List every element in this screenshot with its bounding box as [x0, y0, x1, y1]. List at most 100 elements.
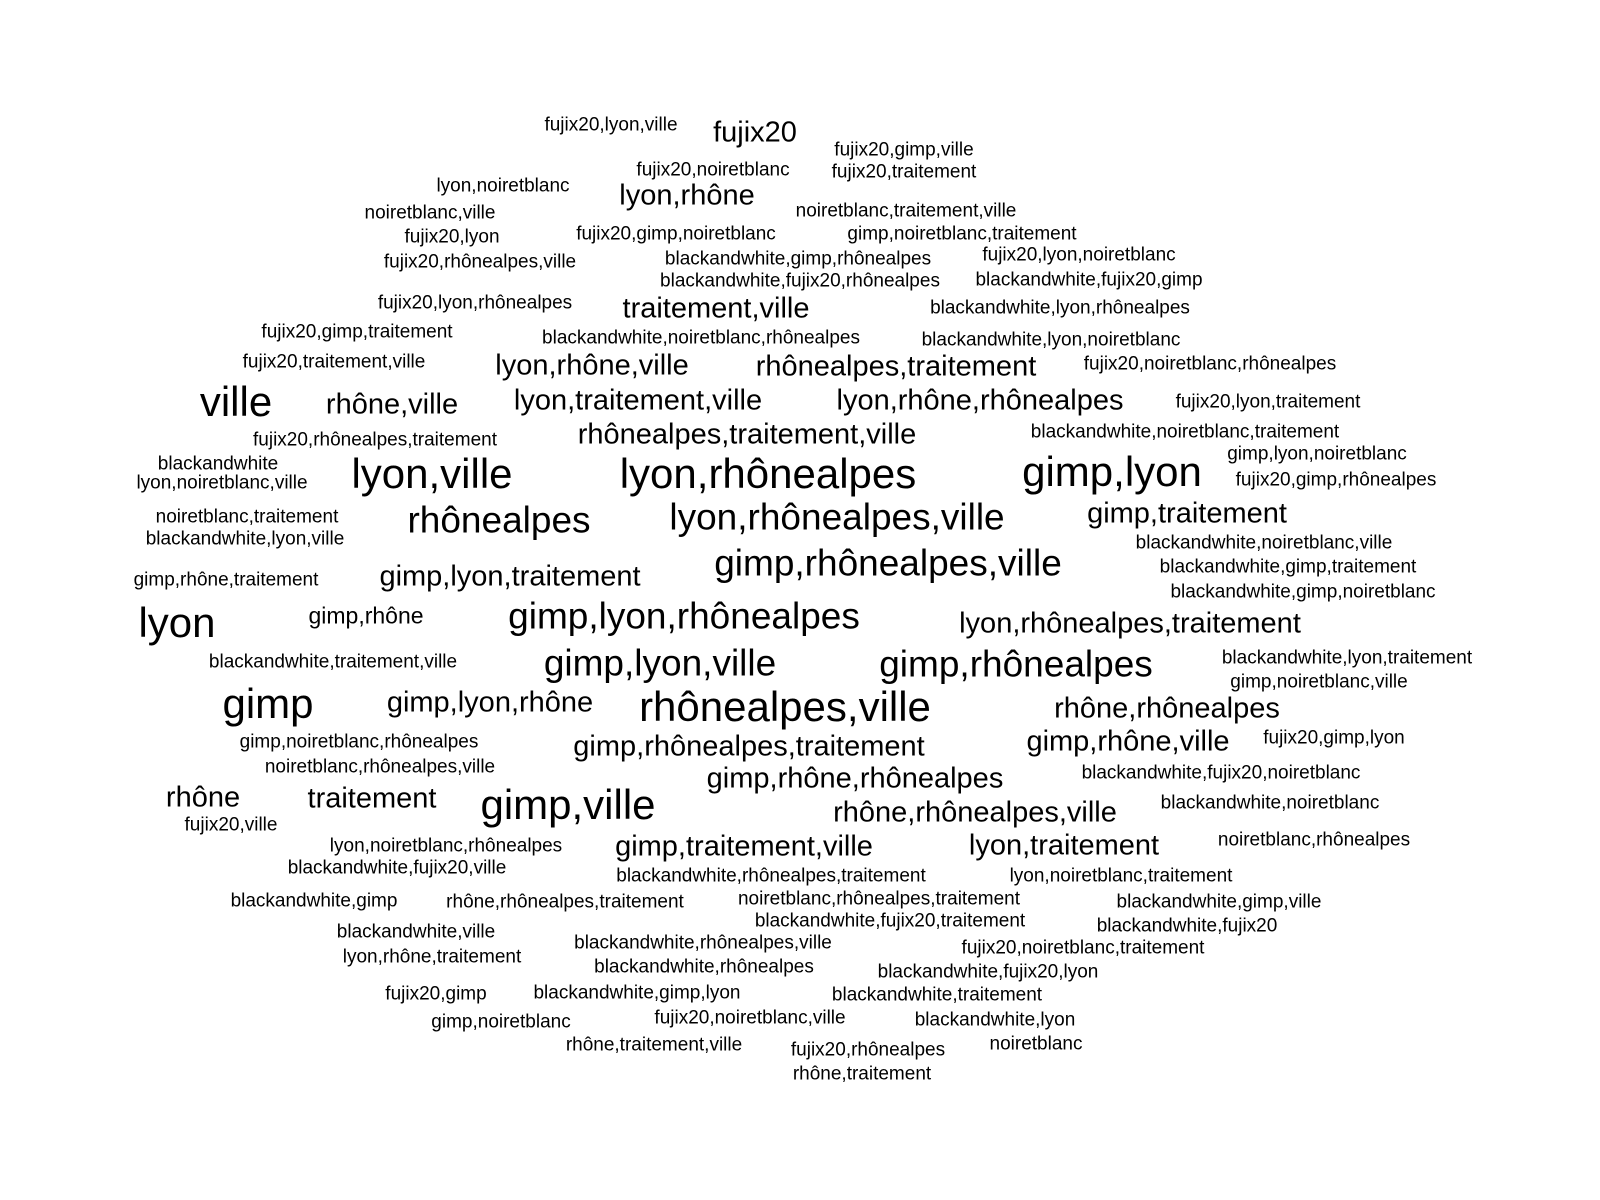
word-lyon-rhonealpes-ville: lyon,rhônealpes,ville [669, 496, 1005, 538]
word-blackandwhite-gimp: blackandwhite,gimp [230, 890, 398, 912]
word-gimp-rhone-rhonealpes: gimp,rhône,rhônealpes [706, 762, 1004, 795]
word-gimp-lyon-rhonealpes: gimp,lyon,rhônealpes [508, 595, 860, 637]
word-fujix20: fujix20 [713, 116, 797, 149]
word-lyon: lyon [138, 599, 216, 646]
word-blackandwhite-ville: blackandwhite,ville [336, 921, 496, 943]
word-lyon-noiretblanc-rhonealpes: lyon,noiretblanc,rhônealpes [329, 835, 563, 857]
word-fujix20-gimp-traitement: fujix20,gimp,traitement [261, 321, 453, 343]
word-blackandwhite-gimp-noiretblanc: blackandwhite,gimp,noiretblanc [1170, 581, 1436, 603]
word-blackandwhite-rhonealpes-traitement: blackandwhite,rhônealpes,traitement [616, 865, 926, 887]
word-fujix20-rhonealpes: fujix20,rhônealpes [790, 1039, 946, 1061]
word-fujix20-gimp-lyon: fujix20,gimp,lyon [1263, 727, 1405, 749]
word-gimp-rhonealpes-ville: gimp,rhônealpes,ville [714, 542, 1062, 584]
word-blackandwhite-traitement-ville: blackandwhite,traitement,ville [208, 651, 458, 673]
word-lyon-rhone-traitement: lyon,rhône,traitement [342, 946, 522, 968]
word-lyon-rhonealpes: lyon,rhônealpes [619, 450, 917, 497]
word-gimp-rhonealpes: gimp,rhônealpes [879, 643, 1153, 685]
word-blackandwhite-gimp-ville: blackandwhite,gimp,ville [1116, 891, 1322, 913]
word-fujix20-noiretblanc-rhonealpes: fujix20,noiretblanc,rhônealpes [1083, 353, 1337, 375]
word-fujix20-noiretblanc-traitement: fujix20,noiretblanc,traitement [961, 937, 1205, 959]
word-lyon-rhonealpes-traitement: lyon,rhônealpes,traitement [959, 607, 1301, 640]
word-gimp-noiretblanc-traitement: gimp,noiretblanc,traitement [847, 223, 1077, 245]
word-gimp-traitement-ville: gimp,traitement,ville [615, 830, 873, 863]
word-gimp-rhonealpes-traitement: gimp,rhônealpes,traitement [573, 730, 925, 763]
word-lyon-noiretblanc-traitement: lyon,noiretblanc,traitement [1009, 865, 1233, 887]
word-fujix20-traitement: fujix20,traitement [831, 161, 977, 183]
word-fujix20-gimp: fujix20,gimp [385, 983, 487, 1005]
word-noiretblanc-traitement-ville: noiretblanc,traitement,ville [795, 200, 1017, 222]
word-gimp-noiretblanc-rhonealpes: gimp,noiretblanc,rhônealpes [239, 731, 479, 753]
word-lyon-rhone-ville: lyon,rhône,ville [495, 349, 689, 382]
word-rhone-ville: rhône,ville [325, 388, 459, 421]
word-blackandwhite-gimp-lyon: blackandwhite,gimp,lyon [533, 982, 741, 1004]
word-fujix20-lyon: fujix20,lyon [404, 226, 500, 248]
word-rhonealpes: rhônealpes [407, 499, 591, 541]
word-fujix20-rhonealpes-traitement: fujix20,rhônealpes,traitement [253, 429, 497, 451]
word-noiretblanc-rhonealpes-ville: noiretblanc,rhônealpes,ville [264, 756, 496, 778]
word-gimp-ville: gimp,ville [480, 781, 656, 828]
word-fujix20-rhonealpes-ville: fujix20,rhônealpes,ville [383, 251, 577, 273]
word-lyon-traitement: lyon,traitement [968, 829, 1160, 862]
word-fujix20-noiretblanc: fujix20,noiretblanc [636, 159, 790, 181]
word-blackandwhite-fujix20-rhonealpes: blackandwhite,fujix20,rhônealpes [660, 270, 940, 292]
word-gimp: gimp [222, 680, 314, 727]
word-blackandwhite-noiretblanc-ville: blackandwhite,noiretblanc,ville [1135, 532, 1393, 554]
word-lyon-ville: lyon,ville [351, 450, 513, 497]
word-blackandwhite-lyon-rhonealpes: blackandwhite,lyon,rhônealpes [930, 297, 1190, 319]
word-rhone-rhonealpes-ville: rhône,rhônealpes,ville [833, 796, 1117, 829]
word-blackandwhite-gimp-traitement: blackandwhite,gimp,traitement [1159, 556, 1417, 578]
word-blackandwhite-gimp-rhonealpes: blackandwhite,gimp,rhônealpes [664, 248, 932, 270]
word-fujix20-gimp-noiretblanc: fujix20,gimp,noiretblanc [576, 223, 776, 245]
word-blackandwhite-rhonealpes: blackandwhite,rhônealpes [594, 956, 814, 978]
word-rhone-traitement: rhône,traitement [792, 1063, 932, 1085]
word-traitement-ville: traitement,ville [622, 292, 810, 325]
word-gimp-noiretblanc: gimp,noiretblanc [431, 1011, 571, 1033]
word-gimp-lyon-traitement: gimp,lyon,traitement [379, 560, 641, 593]
word-noiretblanc: noiretblanc [989, 1033, 1083, 1055]
word-blackandwhite-fujix20-gimp: blackandwhite,fujix20,gimp [975, 269, 1203, 291]
word-rhonealpes-ville: rhônealpes,ville [639, 683, 931, 730]
word-gimp-rhone-ville: gimp,rhône,ville [1026, 725, 1230, 758]
word-fujix20-lyon-traitement: fujix20,lyon,traitement [1175, 391, 1361, 413]
word-blackandwhite-lyon-ville: blackandwhite,lyon,ville [145, 528, 345, 550]
word-noiretblanc-rhonealpes-traitement: noiretblanc,rhônealpes,traitement [737, 888, 1021, 910]
word-blackandwhite-noiretblanc-traitement: blackandwhite,noiretblanc,traitement [1030, 421, 1340, 443]
word-rhone: rhône [165, 781, 241, 814]
word-fujix20-noiretblanc-ville: fujix20,noiretblanc,ville [654, 1007, 846, 1029]
word-gimp-rhone: gimp,rhône [308, 602, 424, 629]
word-ville: ville [199, 378, 273, 425]
word-blackandwhite-fujix20-ville: blackandwhite,fujix20,ville [287, 857, 507, 879]
word-blackandwhite-rhonealpes-ville: blackandwhite,rhônealpes,ville [574, 932, 832, 954]
word-fujix20-gimp-ville: fujix20,gimp,ville [834, 139, 974, 161]
word-blackandwhite-lyon: blackandwhite,lyon [914, 1009, 1076, 1031]
word-rhone-traitement-ville: rhône,traitement,ville [565, 1034, 743, 1056]
word-gimp-noiretblanc-ville: gimp,noiretblanc,ville [1230, 671, 1408, 693]
word-gimp-lyon-rhone: gimp,lyon,rhône [386, 686, 594, 719]
word-rhone-rhonealpes: rhône,rhônealpes [1054, 692, 1280, 725]
word-blackandwhite: blackandwhite [157, 453, 279, 475]
word-fujix20-gimp-rhonealpes: fujix20,gimp,rhônealpes [1235, 469, 1437, 491]
word-traitement: traitement [307, 782, 437, 815]
word-rhonealpes-traitement-ville: rhônealpes,traitement,ville [577, 418, 917, 451]
word-fujix20-traitement-ville: fujix20,traitement,ville [242, 351, 426, 373]
word-gimp-lyon-noiretblanc: gimp,lyon,noiretblanc [1227, 443, 1407, 465]
word-gimp-lyon-ville: gimp,lyon,ville [543, 642, 777, 684]
word-lyon-noiretblanc: lyon,noiretblanc [436, 175, 570, 197]
word-noiretblanc-traitement: noiretblanc,traitement [155, 506, 339, 528]
word-blackandwhite-fujix20-lyon: blackandwhite,fujix20,lyon [877, 961, 1099, 983]
word-lyon-rhone: lyon,rhône [619, 179, 755, 212]
word-fujix20-ville: fujix20,ville [184, 814, 278, 836]
word-blackandwhite-noiretblanc-rhonealpes: blackandwhite,noiretblanc,rhônealpes [542, 327, 860, 349]
word-fujix20-lyon-ville: fujix20,lyon,ville [544, 114, 678, 136]
word-gimp-lyon: gimp,lyon [1022, 448, 1202, 495]
word-rhonealpes-traitement: rhônealpes,traitement [755, 350, 1037, 383]
word-blackandwhite-fujix20: blackandwhite,fujix20 [1096, 915, 1278, 937]
word-gimp-traitement: gimp,traitement [1087, 497, 1287, 530]
word-blackandwhite-fujix20-traitement: blackandwhite,fujix20,traitement [754, 910, 1026, 932]
word-blackandwhite-lyon-traitement: blackandwhite,lyon,traitement [1221, 647, 1473, 669]
word-noiretblanc-rhonealpes: noiretblanc,rhônealpes [1217, 829, 1411, 851]
word-blackandwhite-lyon-noiretblanc: blackandwhite,lyon,noiretblanc [921, 329, 1181, 351]
word-rhone-rhonealpes-traitement: rhône,rhônealpes,traitement [446, 891, 684, 913]
word-fujix20-lyon-rhonealpes: fujix20,lyon,rhônealpes [377, 292, 573, 314]
